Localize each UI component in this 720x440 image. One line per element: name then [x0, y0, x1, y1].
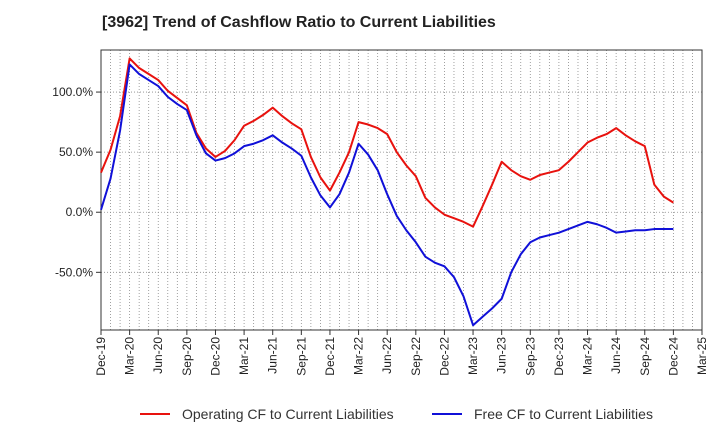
x-tick-label: Mar-21 — [237, 337, 251, 375]
y-tick-label: 100.0% — [52, 85, 93, 99]
chart-title: [3962] Trend of Cashflow Ratio to Curren… — [102, 14, 496, 31]
y-tick-label: -50.0% — [55, 265, 93, 279]
series-layer — [100, 57, 674, 327]
x-tick-label: Jun-20 — [151, 337, 165, 374]
legend-label-operating-cf: Operating CF to Current Liabilities — [182, 406, 394, 422]
x-tick-label: Mar-24 — [581, 337, 595, 375]
legend-swatch-free-cf — [432, 413, 462, 415]
x-tick-label: Dec-19 — [94, 337, 108, 376]
legend-item-operating-cf: Operating CF to Current Liabilities — [140, 404, 394, 424]
x-tick-label: Mar-23 — [466, 337, 480, 375]
plot-frame — [100, 49, 703, 331]
x-tick-label: Dec-24 — [666, 337, 680, 376]
grid-layer — [101, 50, 702, 330]
x-tick-label: Mar-25 — [695, 337, 709, 375]
y-tick-label: 0.0% — [66, 205, 94, 219]
x-tick-label: Sep-22 — [409, 337, 423, 376]
x-tick-label: Jun-23 — [495, 337, 509, 374]
axis-layer — [96, 49, 703, 335]
free-cf-line — [100, 63, 674, 327]
x-tick-label: Dec-23 — [552, 337, 566, 376]
tick-label-layer: 100.0% 50.0% 0.0% -50.0% Dec-19 Mar-20 Jun-20 S… — [52, 85, 709, 376]
legend-swatch-operating-cf — [140, 413, 170, 415]
x-tick-label: Dec-22 — [437, 337, 451, 376]
x-tick-label: Mar-20 — [123, 337, 137, 375]
x-tick-label: Jun-22 — [380, 337, 394, 374]
x-tick-label: Jun-21 — [266, 337, 280, 374]
x-tick-label: Sep-21 — [294, 337, 308, 376]
x-tick-label: Dec-21 — [323, 337, 337, 376]
legend-label-free-cf: Free CF to Current Liabilities — [474, 406, 653, 422]
x-tick-label: Sep-23 — [523, 337, 537, 376]
x-tick-label: Dec-20 — [208, 337, 222, 376]
legend-item-free-cf: Free CF to Current Liabilities — [432, 404, 653, 424]
x-tick-label: Mar-22 — [352, 337, 366, 375]
x-tick-label: Jun-24 — [609, 337, 623, 374]
x-tick-label: Sep-20 — [180, 337, 194, 376]
y-tick-label: 50.0% — [59, 145, 93, 159]
x-tick-label: Sep-24 — [638, 337, 652, 376]
